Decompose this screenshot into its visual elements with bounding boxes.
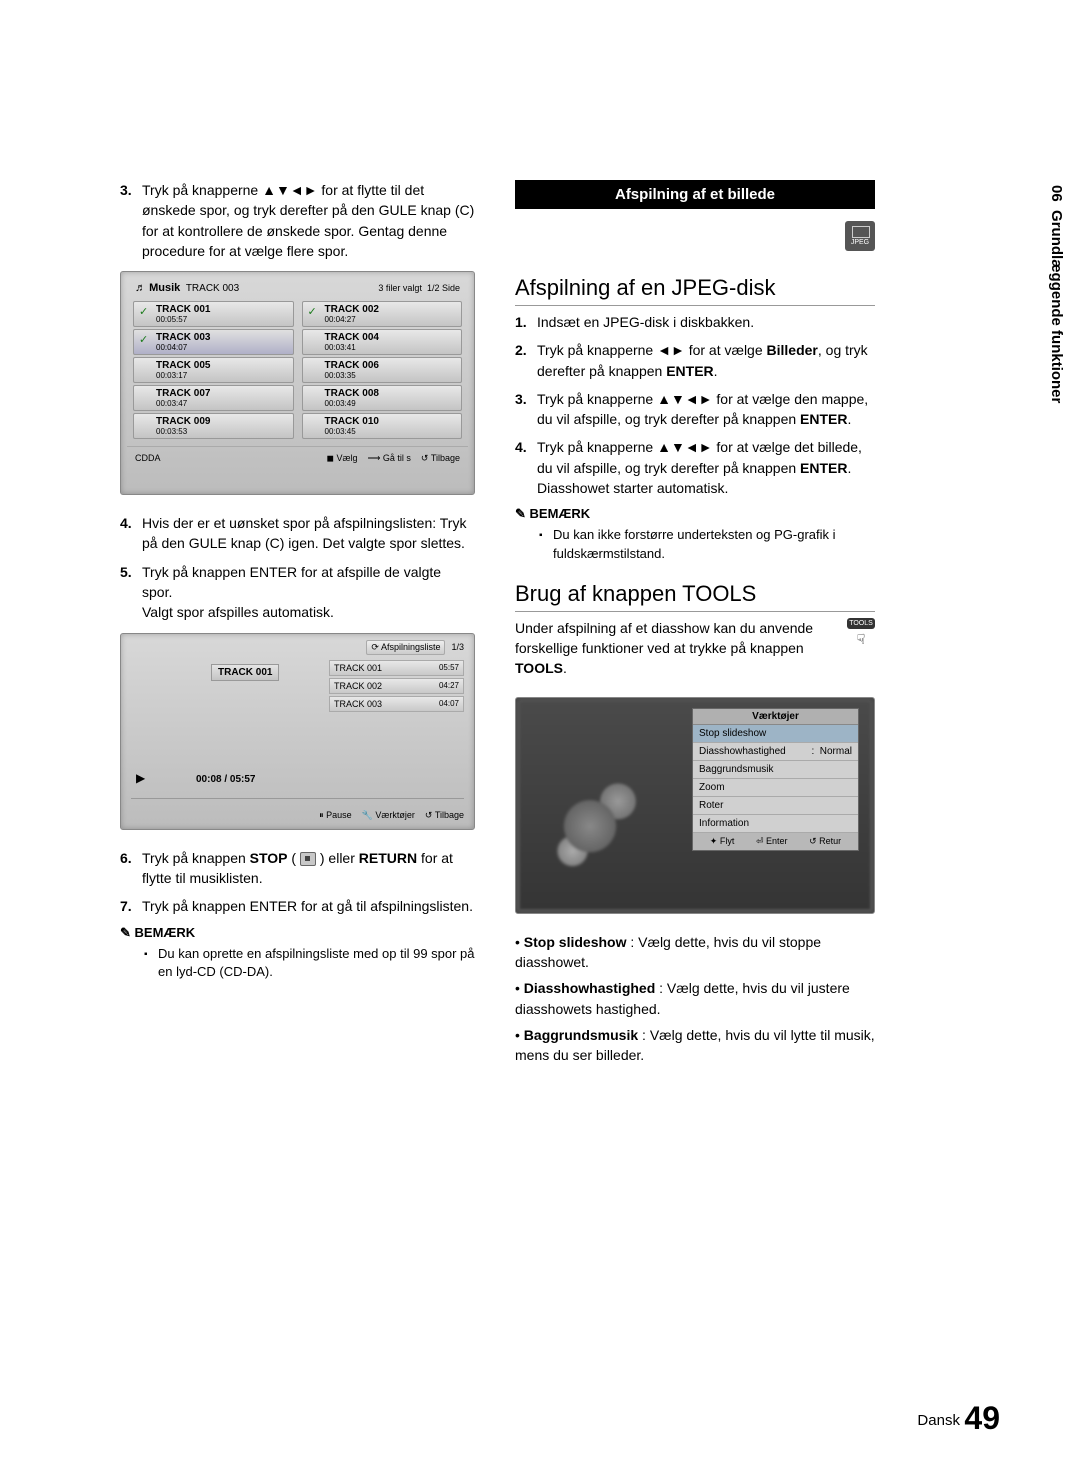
step-3: Tryk på knapperne ▲▼◄► for at flytte til… bbox=[142, 180, 475, 261]
track-cell: TRACK 00500:03:17 bbox=[133, 357, 294, 383]
tools-menu-item: Stop slideshow bbox=[693, 725, 858, 743]
jpeg-step: 4.Tryk på knapperne ▲▼◄► for at vælge de… bbox=[515, 437, 875, 498]
track-cell: TRACK 00800:03:49 bbox=[302, 385, 463, 411]
section-header: Afspilning af et billede bbox=[515, 180, 875, 209]
note-left-1: Du kan oprette en afspilningsliste med o… bbox=[144, 945, 475, 981]
step-6: Tryk på knappen STOP ( ) eller RETURN fo… bbox=[142, 848, 475, 889]
note-header-left: BEMÆRK bbox=[120, 925, 475, 941]
tools-menu-screen: Værktøjer Stop slideshowDiasshowhastighe… bbox=[515, 697, 875, 914]
playlist-row: TRACK 00304:07 bbox=[329, 696, 464, 712]
page-body: 3.Tryk på knapperne ▲▼◄► for at flytte t… bbox=[120, 180, 890, 1071]
track-cell: TRACK 00900:03:53 bbox=[133, 413, 294, 439]
playlist-row: TRACK 00204:27 bbox=[329, 678, 464, 694]
tools-menu-item: Baggrundsmusik bbox=[693, 761, 858, 779]
tools-menu-item: Zoom bbox=[693, 779, 858, 797]
tools-remote-icon: TOOLS ☟ bbox=[847, 618, 875, 648]
jpeg-step: 2.Tryk på knapperne ◄► for at vælge Bill… bbox=[515, 340, 875, 381]
tools-point: Stop slideshow : Vælg dette, hvis du vil… bbox=[515, 932, 875, 973]
step-5: Tryk på knappen ENTER for at afspille de… bbox=[142, 562, 475, 623]
track-cell: TRACK 00600:03:35 bbox=[302, 357, 463, 383]
heading-tools: Brug af knappen TOOLS bbox=[515, 581, 875, 612]
step-4: Hvis der er et uønsket spor på afspilnin… bbox=[142, 513, 475, 554]
track-cell: TRACK 00400:03:41 bbox=[302, 329, 463, 355]
heading-jpeg: Afspilning af en JPEG-disk bbox=[515, 275, 875, 306]
tools-menu-item: Information bbox=[693, 815, 858, 833]
page-footer: Dansk 49 bbox=[0, 1400, 1080, 1437]
music-track-screen: ♬ Musik TRACK 003 3 filer valgt 1/2 Side… bbox=[120, 271, 475, 495]
playlist-screen: ⟳ Afspilningsliste 1/3 TRACK 001 TRACK 0… bbox=[120, 633, 475, 830]
track-cell: ✓TRACK 00100:05:57 bbox=[133, 301, 294, 327]
side-chapter-title: 06 Grundlæggende funktioner bbox=[1048, 185, 1065, 403]
tools-point: Baggrundsmusik : Vælg dette, hvis du vil… bbox=[515, 1025, 875, 1066]
note-right-1: Du kan ikke forstørre underteksten og PG… bbox=[539, 526, 875, 562]
track-cell: ✓TRACK 00200:04:27 bbox=[302, 301, 463, 327]
playlist-row: TRACK 00105:57 bbox=[329, 660, 464, 676]
jpeg-badge: JPEG bbox=[845, 221, 875, 251]
left-column: 3.Tryk på knapperne ▲▼◄► for at flytte t… bbox=[120, 180, 475, 1071]
tools-point: Diasshowhastighed : Vælg dette, hvis du … bbox=[515, 978, 875, 1019]
track-cell: TRACK 01000:03:45 bbox=[302, 413, 463, 439]
tools-menu-item: Roter bbox=[693, 797, 858, 815]
track-cell: TRACK 00700:03:47 bbox=[133, 385, 294, 411]
tools-menu-item: Diasshowhastighed: Normal bbox=[693, 743, 858, 761]
right-column: Afspilning af et billede JPEG Afspilning… bbox=[515, 180, 875, 1071]
jpeg-step: 1.Indsæt en JPEG-disk i diskbakken. bbox=[515, 312, 875, 332]
jpeg-step: 3.Tryk på knapperne ▲▼◄► for at vælge de… bbox=[515, 389, 875, 430]
step-7: Tryk på knappen ENTER for at gå til afsp… bbox=[142, 896, 475, 916]
note-header-right: BEMÆRK bbox=[515, 506, 875, 522]
track-cell: ✓TRACK 00300:04:07 bbox=[133, 329, 294, 355]
tools-paragraph: Under afspilning af et diasshow kan du a… bbox=[515, 618, 875, 679]
